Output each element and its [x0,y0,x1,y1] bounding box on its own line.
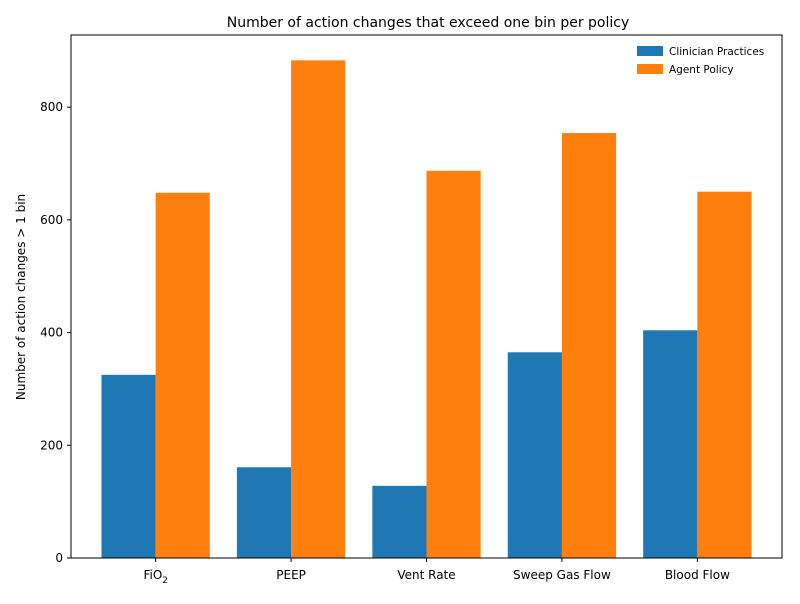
x-tick-label: Vent Rate [397,568,455,582]
x-tick-label: Sweep Gas Flow [513,568,611,582]
legend-label-clinician-practices: Clinician Practices [669,46,764,58]
legend-swatch-clinician-practices [637,46,663,56]
bar-clinician-practices-0 [101,374,156,558]
bar-agent-policy-3 [561,133,617,558]
bar-clinician-practices-4 [643,330,698,558]
x-tick-label: Blood Flow [665,568,730,582]
bar-clinician-practices-2 [372,485,427,558]
x-tick-label: FiO2 [144,568,168,586]
bar-agent-policy-4 [697,191,752,559]
legend-label-agent-policy: Agent Policy [669,64,734,76]
bar-clinician-practices-3 [507,352,562,558]
ticks-layer: FiO2 PEEP Vent Rate Sweep Gas Flow Blood Flo… [40,100,730,586]
y-tick-label: 400 [40,326,63,340]
legend[interactable]: Clinician Practices Agent Policy [637,46,764,76]
y-tick-label: 600 [40,213,63,227]
bar-agent-policy-2 [426,170,481,558]
y-tick-label: 800 [40,100,63,114]
y-tick-label: 0 [55,551,63,565]
bars-layer [101,60,752,559]
bar-agent-policy-0 [155,192,210,559]
x-tick-label: PEEP [276,568,306,582]
chart-title: Number of action changes that exceed one… [227,15,630,31]
y-tick-label: 200 [40,438,63,452]
legend-swatch-agent-policy [637,64,663,74]
y-axis-label: Number of action changes > 1 bin [14,194,28,400]
bar-agent-policy-1 [291,60,346,559]
bar-clinician-practices-1 [236,467,292,558]
